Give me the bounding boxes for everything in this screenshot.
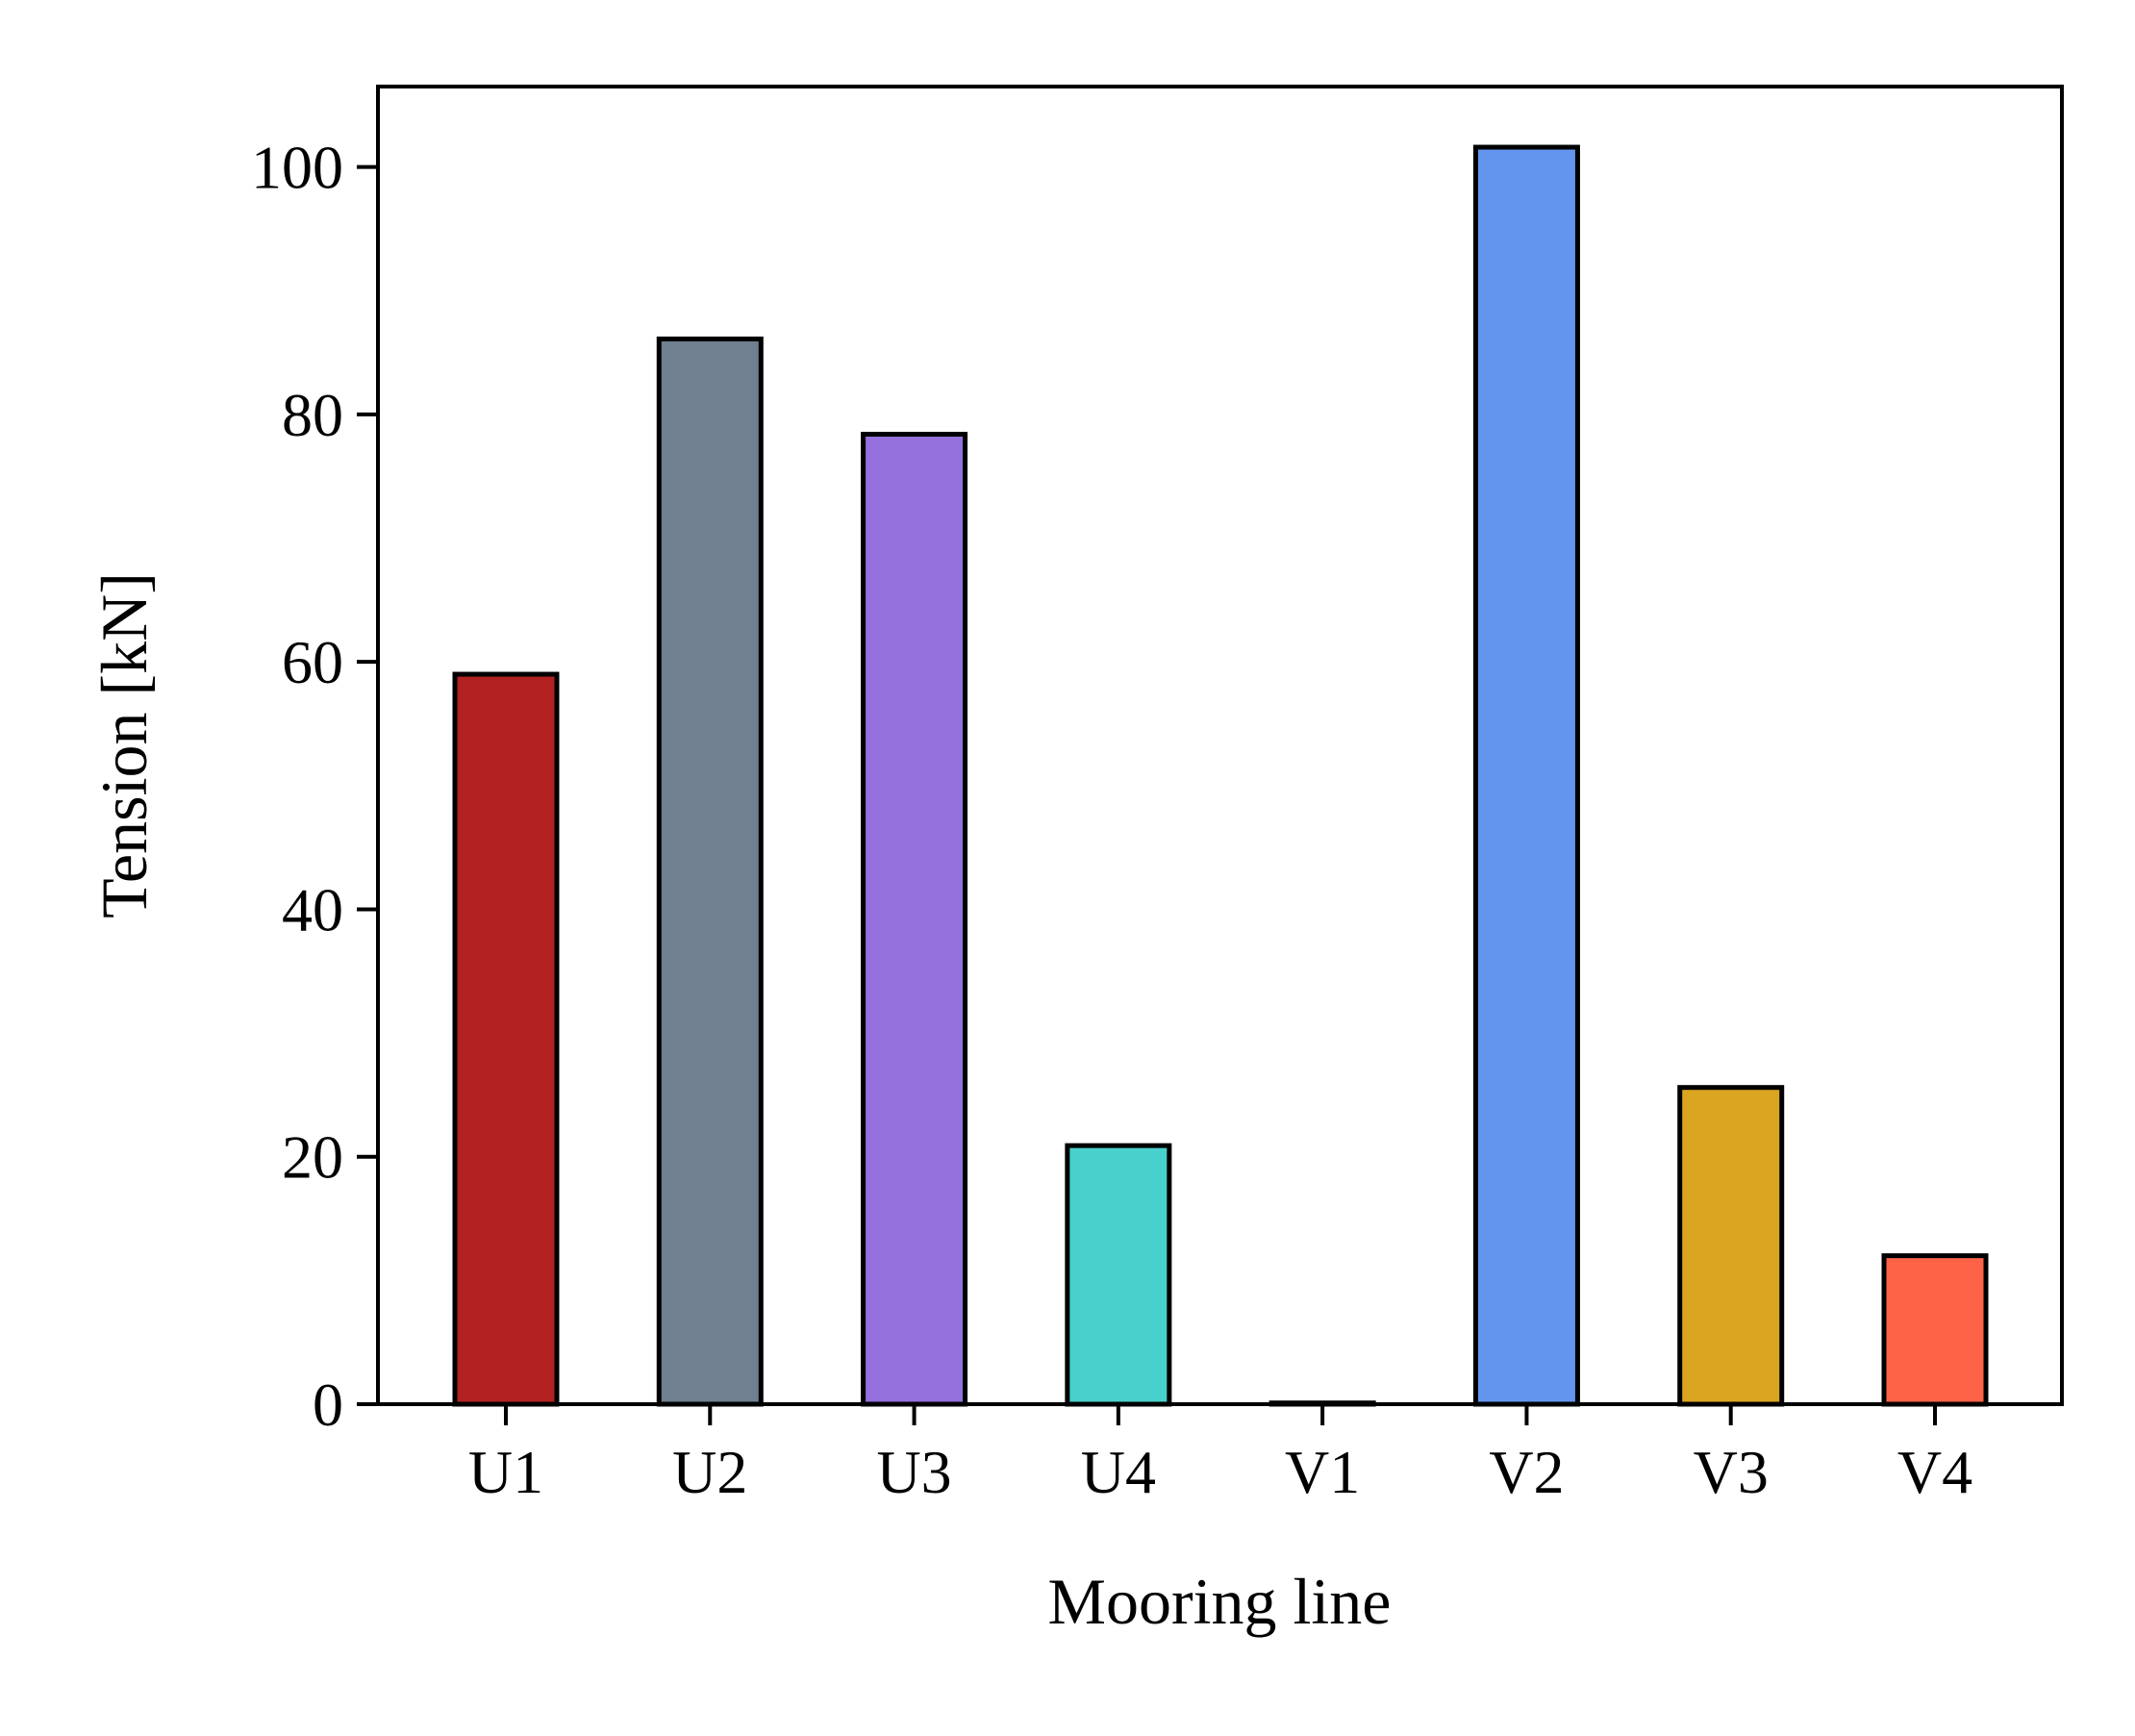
bar-u2 (656, 336, 764, 1407)
x-tick-label: V3 (1694, 1438, 1769, 1506)
y-axis-label: Tension [kN] (88, 572, 161, 918)
y-tick-label: 60 (282, 628, 343, 696)
bar-v2 (1472, 144, 1580, 1407)
x-tick-label: V4 (1897, 1438, 1972, 1506)
y-tick-label: 100 (251, 134, 343, 202)
bar-v3 (1677, 1085, 1785, 1407)
plot-frame (376, 85, 2064, 1406)
bar-v4 (1881, 1253, 1989, 1407)
y-tick-label: 20 (282, 1123, 343, 1192)
y-tick-label: 0 (313, 1371, 343, 1439)
x-tick-label: U4 (1081, 1438, 1156, 1506)
x-axis-label: Mooring line (1048, 1565, 1392, 1638)
x-tick-label: U3 (876, 1438, 951, 1506)
x-tick-label: U1 (468, 1438, 543, 1506)
bar-u4 (1065, 1143, 1172, 1407)
y-tick-label: 40 (282, 875, 343, 943)
bar-u1 (452, 671, 560, 1407)
bars-layer (452, 144, 1989, 1407)
x-tick-label: V2 (1489, 1438, 1564, 1506)
x-tick-label: U2 (672, 1438, 747, 1506)
x-tick-label: V1 (1285, 1438, 1360, 1506)
y-tick-label: 80 (282, 381, 343, 449)
ticks-layer: U1 U2 U3 U4 V1 V2 V3 V4 0 20 40 60 80 100 (251, 134, 1972, 1506)
bar-u3 (861, 431, 968, 1407)
